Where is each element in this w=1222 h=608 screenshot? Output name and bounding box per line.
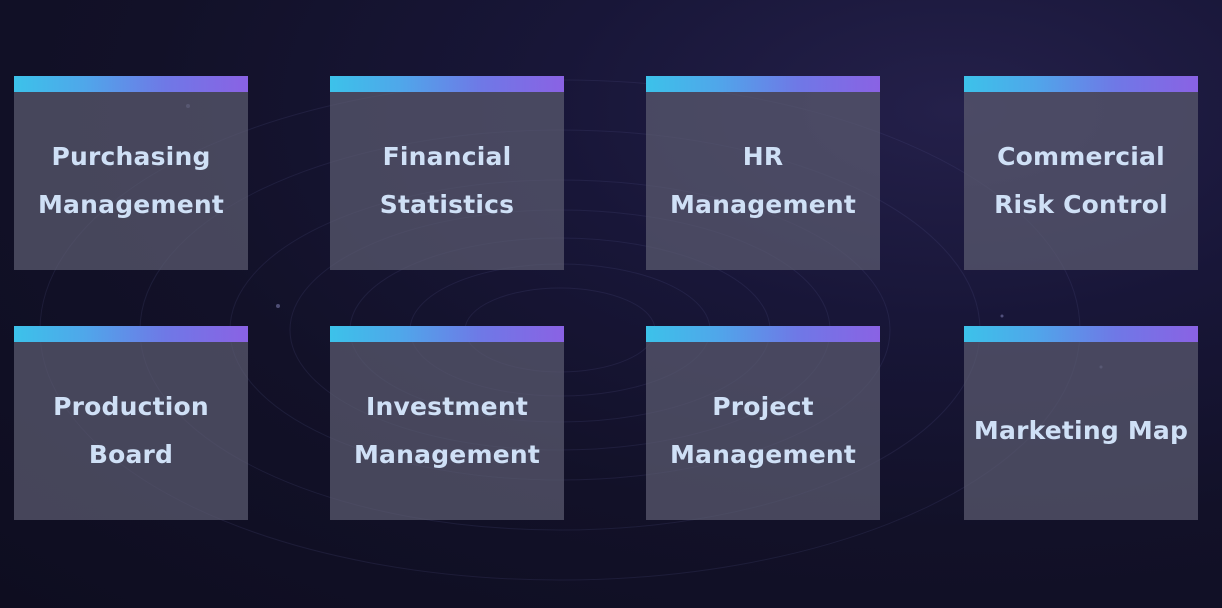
tile-project-management[interactable]: Project Management: [646, 326, 880, 520]
tile-label: Financial Statistics: [379, 142, 515, 219]
tile-label: Production Board: [53, 392, 209, 469]
tile-header-bar: [646, 326, 880, 342]
tile-header-bar: [646, 76, 880, 92]
tile-header-bar: [330, 326, 564, 342]
tile-header-bar: [14, 326, 248, 342]
tile-commercial-risk-control[interactable]: Commercial Risk Control: [964, 76, 1198, 270]
tile-header-bar: [964, 76, 1198, 92]
tile-financial-statistics[interactable]: Financial Statistics: [330, 76, 564, 270]
tile-header-bar: [14, 76, 248, 92]
tile-marketing-map[interactable]: Marketing Map: [964, 326, 1198, 520]
tile-header-bar: [964, 326, 1198, 342]
tile-label: Purchasing Management: [37, 142, 225, 219]
tile-purchasing-management[interactable]: Purchasing Management: [14, 76, 248, 270]
tile-production-board[interactable]: Production Board: [14, 326, 248, 520]
tile-label: Project Management: [669, 392, 857, 469]
tile-label: Commercial Risk Control: [994, 142, 1168, 219]
tile-label: HR Management: [669, 142, 857, 219]
tile-label: Marketing Map: [973, 416, 1189, 445]
tile-investment-management[interactable]: Investment Management: [330, 326, 564, 520]
tile-label: Investment Management: [353, 392, 541, 469]
tile-header-bar: [330, 76, 564, 92]
tile-hr-management[interactable]: HR Management: [646, 76, 880, 270]
